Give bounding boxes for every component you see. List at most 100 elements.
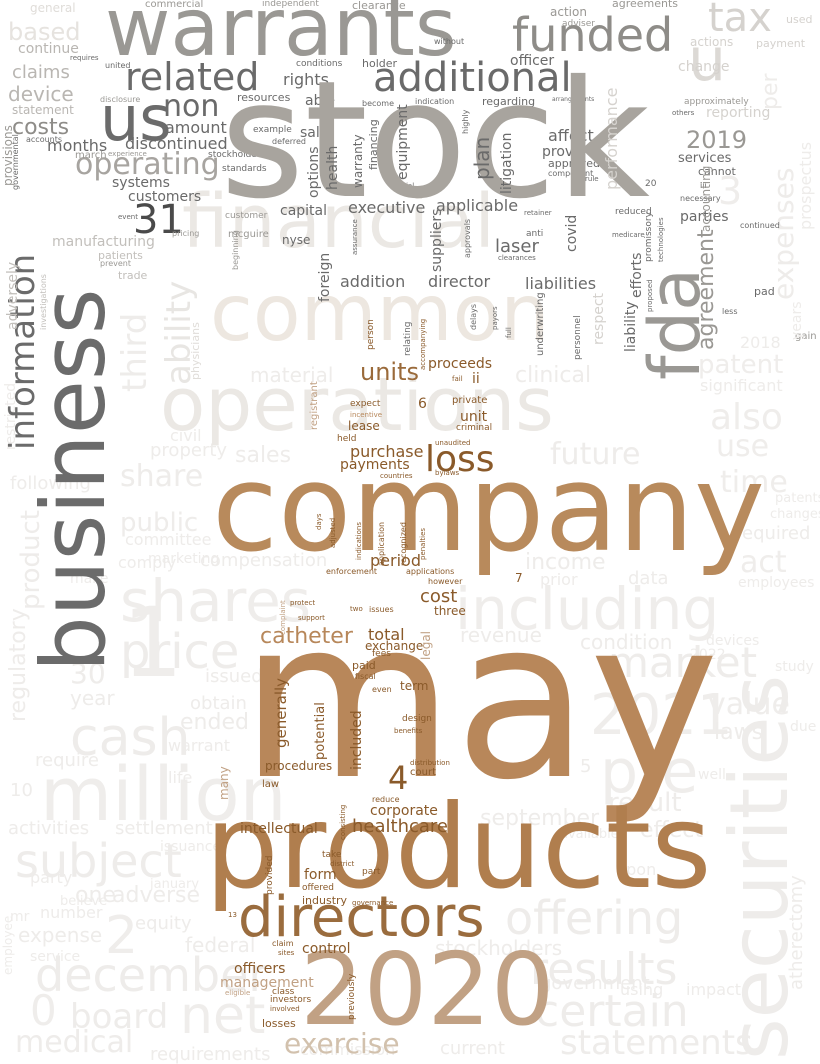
word-holder: holder [362,57,398,70]
word-indication: indication [415,97,455,106]
word-initial: initial [395,182,415,190]
word-proceeds: proceeds [428,356,493,372]
word-manufacturing: manufacturing [52,234,155,250]
word-purchase: purchase [350,442,424,461]
word-results: results [530,944,678,995]
word-payments: payments [340,457,410,473]
word-used: used [786,13,813,26]
word-13: 13 [228,911,237,919]
word-2019: 2019 [686,126,748,154]
word-without: without [434,37,465,46]
word-life: life [168,768,193,787]
word-pricing: pricing [172,229,200,238]
word-settlement: settlement [115,818,213,839]
word-trade: trade [118,269,148,282]
word-march: march [75,150,107,161]
word-ended: ended [180,710,249,735]
word-ii: ii [472,371,480,387]
word-provide: provide [542,144,595,160]
word-event: event [118,213,138,221]
word-paid: paid [352,659,376,672]
word-director: director [428,272,491,291]
word-offered: offered [302,883,334,893]
word-laws: laws [714,720,764,745]
word-business: business [22,288,125,672]
word-expense: expense [18,923,103,947]
word-retainer: retainer [524,209,552,217]
word-losses: losses [262,1017,296,1030]
word-class: class [272,987,295,997]
word-price: price [120,624,240,680]
word-require: require [35,750,99,771]
word-stock: stock [220,47,650,235]
word-issues: issues [369,605,394,614]
word-based: based [8,18,81,46]
word-control: control [302,941,351,957]
word-requirements: requirements [150,1044,271,1064]
word-recognized: recognized [399,522,408,566]
word-years: years [789,301,805,340]
word-parties: parties [680,209,729,225]
word-clearance: clearance [352,0,406,12]
word-warrant: warrant [168,736,230,755]
word-exercise: exercise [284,1027,400,1060]
word-liabilities: liabilities [525,274,597,293]
word-offering: offering [505,891,684,945]
word-accounting: accounting [699,165,713,232]
word-sale: sale [300,125,329,141]
word-warrants: warrants [105,0,457,74]
word-impact: impact [686,980,742,999]
word-stockholder: stockholder [208,150,261,160]
word-0: 0 [30,986,57,1035]
word-conditions: conditions [296,59,343,69]
word-independent: independent [262,0,319,9]
word-accounts: accounts [26,135,63,144]
word-legal: legal [419,630,433,660]
word-2020: 2020 [300,931,555,1048]
word-statements: statements [560,1023,753,1063]
word-payors: payors [491,306,499,330]
word-income: income [525,550,606,575]
word-patents: patents [775,491,820,506]
word-investors: investors [270,995,312,1005]
word-number: number [40,903,103,922]
word-use: use [716,429,770,464]
word-accompanying: accompanying [419,318,427,370]
word-adviser: adviser [562,19,595,29]
word-able: able [305,93,335,109]
word-unaudited: unaudited [435,439,471,447]
word-costs: costs [12,115,70,140]
word-support: support [298,614,325,622]
word-fiscal: fiscal [355,672,376,681]
word-general: general [30,1,76,15]
word-three: three [434,604,466,618]
word-reduce: reduce [372,795,400,804]
word-device: device [8,82,74,106]
word-compensation: compensation [200,550,328,571]
word-cost: cost [420,586,458,607]
word-officers: officers [234,961,286,977]
word-fees: fees [372,649,391,659]
word-equipment: equipment [395,104,411,180]
word-reporting: reporting [706,105,771,121]
word-pre: pre [600,737,699,807]
word-using: using [620,980,664,999]
word-loss: loss [425,439,495,480]
word-certain: certain [535,986,689,1037]
word-suppliers: suppliers [429,208,445,272]
word-january: january [150,877,200,892]
word-laser: laser [495,236,539,257]
word-applicable: applicable [436,196,519,215]
word-property: property [150,440,228,461]
word-however: however [428,577,463,586]
word-statement: statement [12,103,74,117]
word-distribution: distribution [410,759,450,767]
word-less: less [722,307,738,316]
word-company: company [212,440,766,579]
word-healthcare: healthcare [352,816,448,837]
word-comply: comply [118,553,177,572]
word-catheter: catheter [260,624,353,649]
word-procedures: procedures [265,759,333,773]
word-example: example [253,125,292,135]
word-held: held [337,434,357,444]
